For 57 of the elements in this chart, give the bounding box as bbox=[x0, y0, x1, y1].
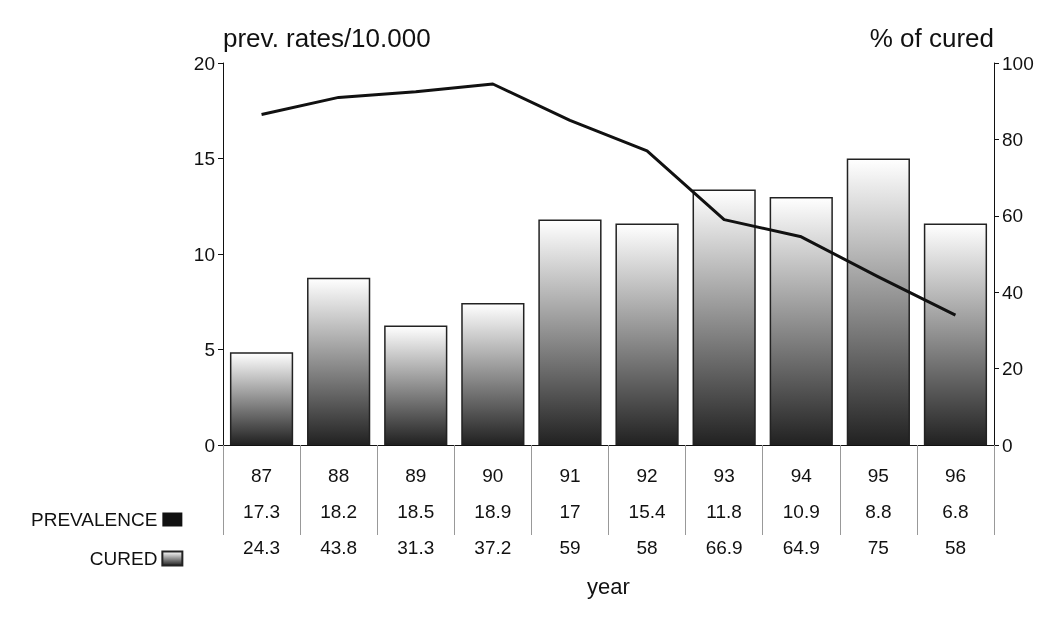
data-label: 58 bbox=[944, 536, 967, 558]
x-tick-label: 93 bbox=[713, 464, 735, 486]
y-tick-label: 15 bbox=[193, 148, 215, 169]
data-label: 37.2 bbox=[474, 536, 512, 558]
y-tick-label: 20 bbox=[193, 52, 215, 74]
bar bbox=[769, 197, 833, 445]
data-label: 17.3 bbox=[243, 500, 281, 522]
x-tick-label: 92 bbox=[636, 464, 658, 486]
data-label: 15.4 bbox=[628, 500, 666, 522]
legend-label: CURED bbox=[89, 548, 158, 569]
bar bbox=[692, 189, 756, 445]
data-label: 6.8 bbox=[942, 500, 969, 522]
legend-label: PREVALENCE bbox=[31, 509, 158, 530]
data-label: 18.5 bbox=[397, 500, 435, 522]
x-tick-label: 96 bbox=[944, 464, 967, 486]
data-label: 59 bbox=[559, 536, 581, 558]
bar bbox=[923, 223, 988, 445]
data-label: 31.3 bbox=[397, 536, 435, 558]
x-axis-title: year bbox=[587, 573, 630, 599]
data-label: 24.3 bbox=[243, 536, 281, 558]
y-tick-label: 0 bbox=[204, 434, 215, 456]
bar bbox=[229, 352, 294, 445]
data-label: 11.8 bbox=[706, 500, 742, 522]
bar bbox=[846, 158, 910, 445]
bar bbox=[538, 219, 602, 445]
line-series bbox=[260, 82, 957, 317]
y-tick-label: 5 bbox=[204, 339, 215, 360]
data-label: 8.8 bbox=[865, 500, 892, 522]
data-label: 10.9 bbox=[782, 500, 820, 522]
x-tick-label: 87 bbox=[250, 464, 273, 486]
x-tick-label: 95 bbox=[867, 464, 889, 486]
y2-tick-label: 100 bbox=[1002, 52, 1034, 74]
bar bbox=[615, 223, 679, 445]
x-tick-label: 91 bbox=[559, 464, 581, 486]
bar bbox=[307, 277, 371, 445]
y2-axis-title: % of cured bbox=[869, 23, 994, 53]
bar bbox=[461, 302, 525, 445]
data-label: 75 bbox=[867, 536, 889, 558]
data-label: 64.9 bbox=[782, 536, 820, 558]
data-label: 66.9 bbox=[705, 536, 743, 558]
data-label: 17 bbox=[559, 500, 581, 522]
y2-tick-label: 20 bbox=[1002, 358, 1024, 380]
y2-tick-label: 80 bbox=[1002, 128, 1024, 150]
y2-tick-label: 40 bbox=[1002, 281, 1024, 303]
y2-tick-label: 0 bbox=[1002, 434, 1013, 456]
x-tick-label: 88 bbox=[328, 464, 350, 486]
y-tick-label: 10 bbox=[193, 243, 215, 265]
bar bbox=[384, 325, 448, 445]
x-tick-label: 90 bbox=[482, 464, 504, 486]
x-tick-label: 89 bbox=[405, 464, 427, 486]
y-axis-title: prev. rates/10.000 bbox=[223, 23, 431, 53]
data-label: 18.2 bbox=[320, 500, 358, 522]
data-label: 43.8 bbox=[320, 536, 358, 558]
x-tick-label: 94 bbox=[790, 464, 813, 486]
data-label: 58 bbox=[636, 536, 658, 558]
y2-tick-label: 60 bbox=[1002, 205, 1024, 227]
data-label: 18.9 bbox=[474, 500, 512, 522]
